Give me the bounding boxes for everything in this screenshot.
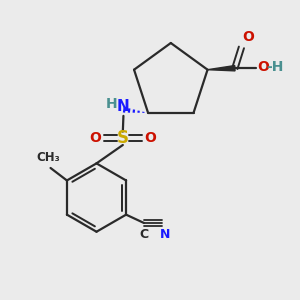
- Text: N: N: [160, 228, 170, 241]
- Text: -H: -H: [266, 60, 284, 74]
- Text: O: O: [257, 60, 269, 74]
- Polygon shape: [208, 65, 235, 71]
- Text: O: O: [243, 30, 254, 44]
- Text: N: N: [116, 99, 129, 114]
- Text: CH₃: CH₃: [36, 152, 60, 164]
- Text: S: S: [117, 129, 129, 147]
- Text: O: O: [89, 130, 101, 145]
- Text: H: H: [106, 97, 118, 111]
- Text: C: C: [140, 228, 148, 241]
- Text: O: O: [145, 130, 156, 145]
